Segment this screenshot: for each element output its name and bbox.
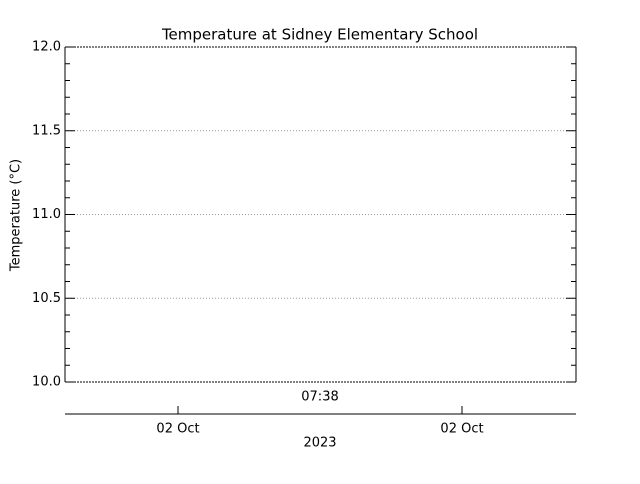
y-tick-label: 10.0 — [32, 375, 61, 390]
date-tick-label: 02 Oct — [440, 422, 483, 437]
y-axis-label: Temperature (°C) — [9, 159, 24, 272]
y-tick-label: 11.5 — [32, 123, 61, 138]
y-tick-label: 12.0 — [32, 40, 61, 55]
x-axis-label: 2023 — [303, 436, 336, 451]
chart-title: Temperature at Sidney Elementary School — [161, 26, 478, 44]
y-tick-label: 11.0 — [32, 207, 61, 222]
y-tick-label: 10.5 — [32, 291, 61, 306]
date-tick-label: 02 Oct — [156, 422, 199, 437]
time-label: 07:38 — [301, 390, 338, 405]
